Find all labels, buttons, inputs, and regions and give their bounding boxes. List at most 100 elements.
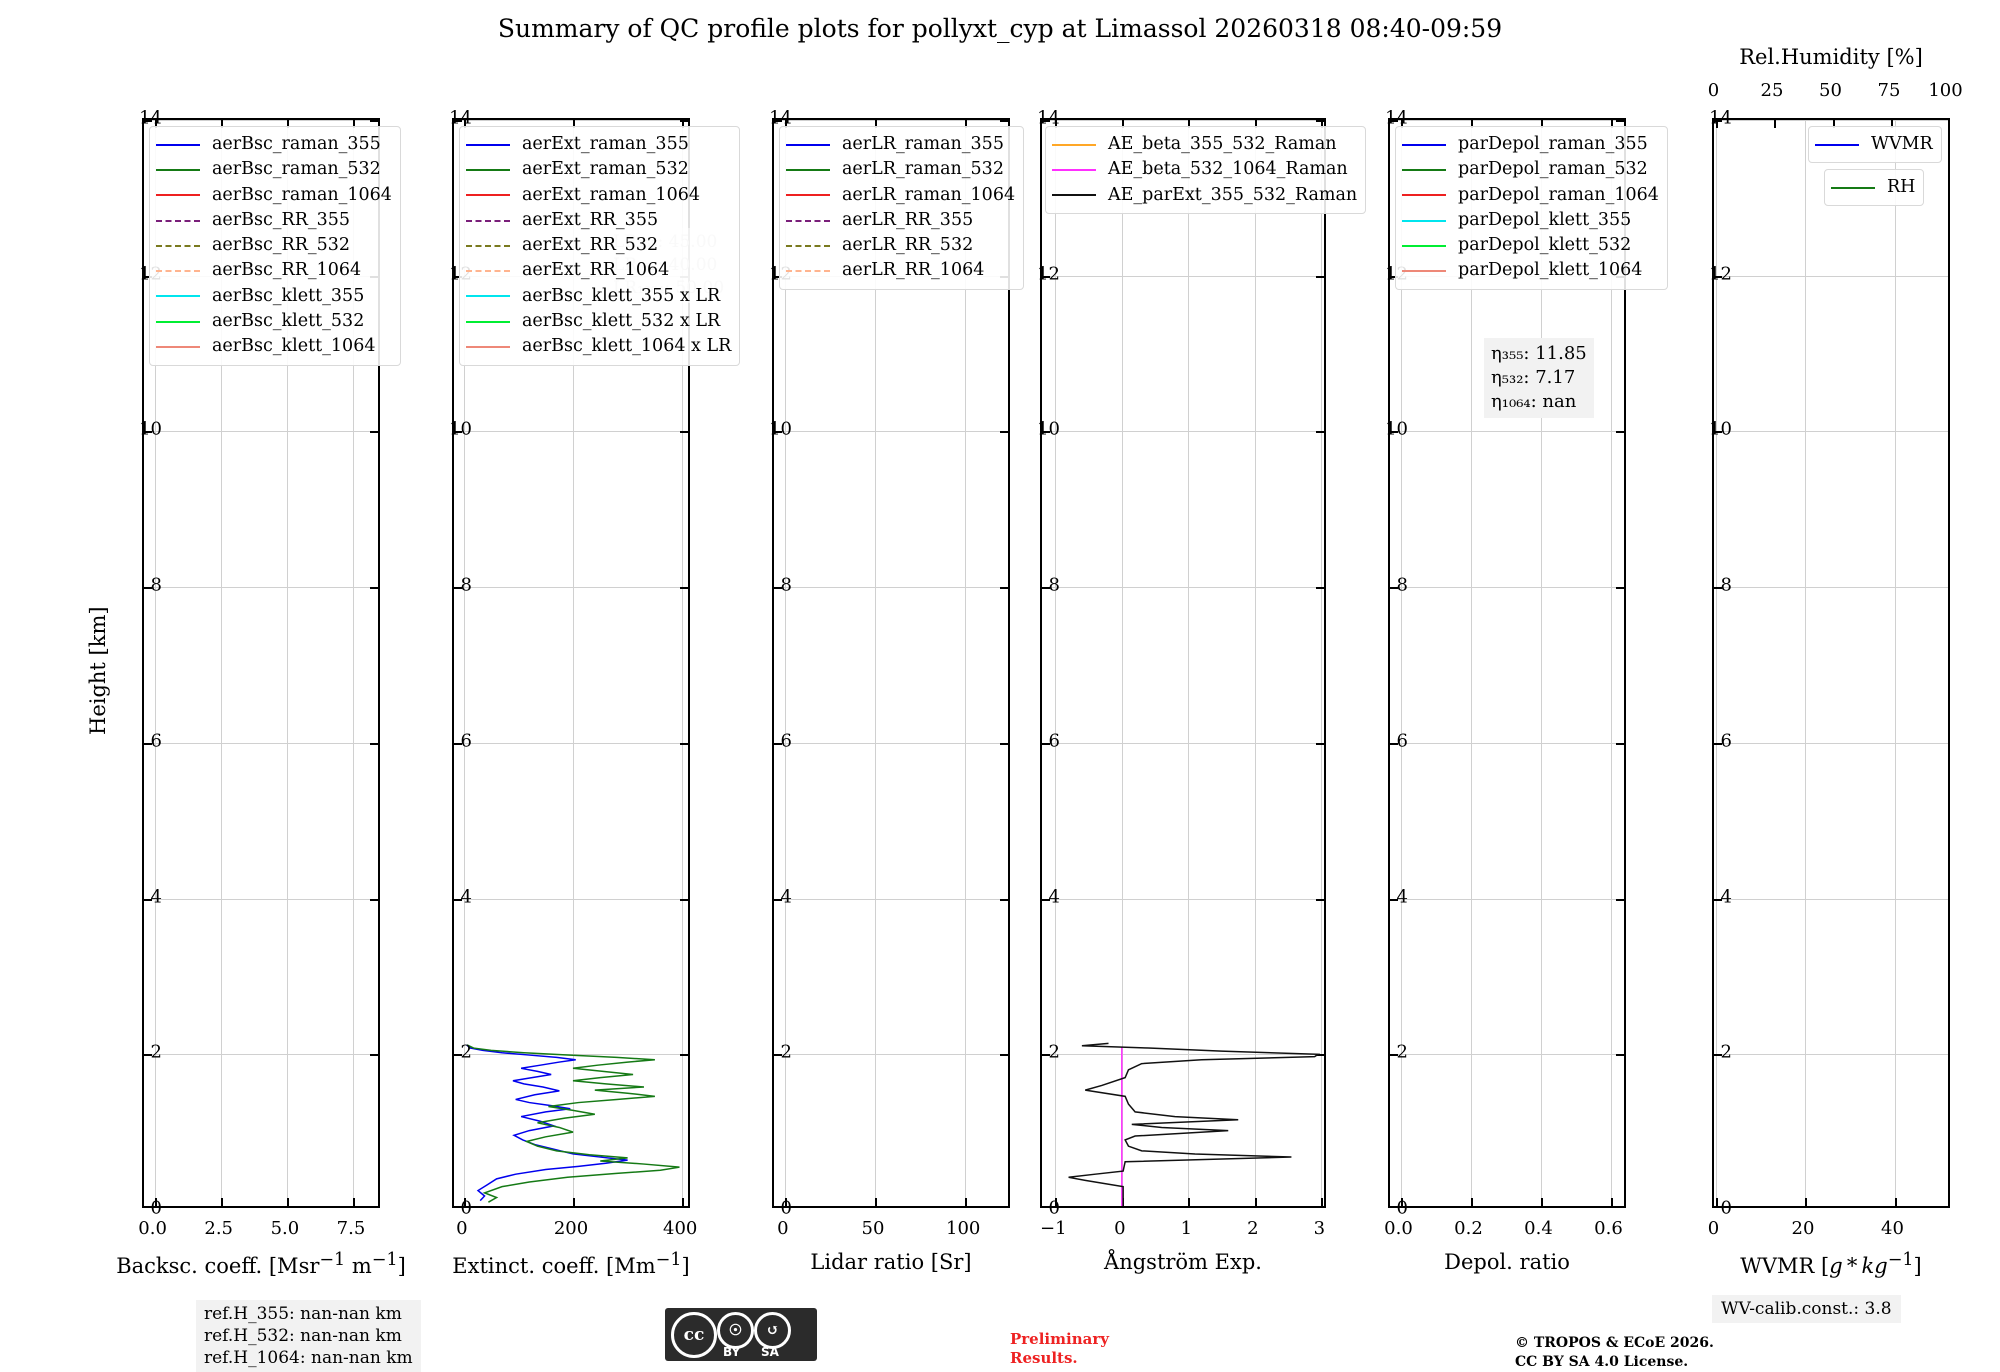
legend-line-swatch [156, 270, 200, 273]
top-axis-label-rh: Rel.Humidity [%] [1739, 45, 1923, 69]
legend-rh: RH [1824, 169, 1925, 207]
legend-backscatter-item[interactable]: aerBsc_klett_1064 [156, 334, 392, 359]
legend-item-label: AE_beta_355_532_Raman [1108, 134, 1337, 154]
plot-area-angstrom[interactable] [1040, 118, 1326, 1208]
y-tick-dp-10: 10 [1385, 418, 1408, 440]
legend-extinction-item[interactable]: aerExt_raman_355 [466, 132, 731, 157]
legend-line-swatch [786, 194, 830, 197]
legend-item-label: aerExt_raman_355 [522, 134, 689, 154]
x-axis-label-lidar-ratio: Lidar ratio [Sr] [810, 1250, 972, 1274]
legend-lidar-ratio-item[interactable]: aerLR_RR_532 [786, 233, 1015, 258]
plot-area-lidar-ratio[interactable] [772, 118, 1010, 1208]
x-tick-bsc-0: 0.0 [138, 1218, 167, 1239]
y-tick-lr-14: 14 [769, 107, 792, 129]
legend-extinction-item[interactable]: aerExt_raman_532 [466, 157, 731, 182]
cc-sa-label: SA [761, 1345, 779, 1359]
rh-tick-50: 50 [1819, 80, 1842, 101]
legend-item-label: aerBsc_RR_355 [212, 209, 351, 230]
legend-item-label: aerBsc_klett_355 x LR [522, 285, 721, 306]
y-tick-lr-6: 6 [780, 730, 792, 752]
cc-by-icon: ☉ [717, 1312, 754, 1349]
legend-item-label: aerLR_RR_355 [842, 209, 974, 230]
data-curves-extinction [466, 1044, 680, 1203]
legend-backscatter-item[interactable]: aerBsc_raman_532 [156, 157, 392, 182]
legend-line-swatch [1052, 168, 1096, 171]
x-axis-label-depol-ratio: Depol. ratio [1444, 1250, 1570, 1274]
x-tick-wv-0: 0 [1707, 1218, 1720, 1239]
preliminary-line-2: Results. [1010, 1349, 1078, 1367]
legend-backscatter-item[interactable]: aerBsc_RR_355 [156, 208, 392, 233]
legend-angstrom-item[interactable]: AE_beta_355_532_Raman [1052, 132, 1357, 157]
y-tick-4: 4 [150, 886, 162, 908]
legend-backscatter-item[interactable]: aerBsc_klett_532 [156, 309, 392, 334]
y-tick-ext-0: 0 [460, 1197, 472, 1219]
y-tick-lr-2: 2 [780, 1041, 792, 1063]
legend-backscatter-item[interactable]: aerBsc_raman_355 [156, 132, 392, 157]
x-tick-ext-0: 0 [456, 1218, 468, 1239]
legend-depol-item[interactable]: parDepol_raman_355 [1402, 132, 1659, 157]
copyright-line-2: CC BY SA 4.0 License. [1515, 1354, 1689, 1370]
legend-extinction-item[interactable]: aerBsc_klett_1064 x LR [466, 334, 731, 359]
legend-backscatter-item[interactable]: aerBsc_klett_355 [156, 284, 392, 309]
legend-extinction-item[interactable]: aerExt_RR_532 [466, 233, 731, 258]
legend-backscatter-item[interactable]: aerBsc_RR_1064 [156, 258, 392, 283]
y-tick-ae-6: 6 [1048, 730, 1060, 752]
legend-line-swatch [156, 194, 200, 197]
legend-extinction-item[interactable]: aerExt_RR_1064 [466, 258, 731, 283]
y-tick-wv-0: 0 [1720, 1197, 1732, 1219]
cc-sa-icon: ↺ [754, 1312, 791, 1349]
legend-lidar-ratio-item[interactable]: aerLR_RR_355 [786, 208, 1015, 233]
x-tick-dp-3: 0.6 [1594, 1218, 1623, 1239]
legend-depol-item[interactable]: parDepol_klett_532 [1402, 233, 1659, 258]
legend-item-label: parDepol_klett_532 [1458, 235, 1632, 256]
data-series-AE_parExt_355_532_Raman [1068, 1042, 1321, 1206]
legend-line-swatch [156, 219, 200, 222]
legend-line-swatch [156, 295, 200, 298]
legend-item-label: aerBsc_klett_1064 [212, 336, 376, 357]
x-tick-ae-2: 1 [1180, 1218, 1193, 1239]
x-tick-bsc-1: 2.5 [204, 1218, 234, 1239]
legend-lidar-ratio-item[interactable]: aerLR_raman_1064 [786, 183, 1015, 208]
legend-lidar-ratio-item[interactable]: aerLR_raman_532 [786, 157, 1015, 182]
x-tick-ext-2: 400 [663, 1218, 698, 1239]
x-tick-bsc-3: 7.5 [336, 1218, 366, 1239]
legend-backscatter: aerBsc_raman_355 aerBsc_raman_532 aerBsc_r… [149, 126, 401, 366]
legend-line-swatch [1402, 168, 1446, 171]
legend-line-swatch [466, 219, 510, 222]
legend-line-swatch [786, 270, 830, 273]
legend-depol-item[interactable]: parDepol_klett_1064 [1402, 258, 1659, 283]
legend-backscatter-item[interactable]: aerBsc_RR_532 [156, 233, 392, 258]
cc-by-label: BY [723, 1345, 741, 1359]
legend-item-label: WVMR [1871, 134, 1933, 154]
y-tick-ext-2: 2 [460, 1041, 472, 1063]
wv-calibration-constant: WV-calib.const.: 3.8 [1712, 1295, 1901, 1323]
plot-area-wvmr[interactable] [1712, 118, 1950, 1208]
ref-h-355: ref.H_355: nan-nan km [204, 1304, 402, 1324]
legend-extinction-item[interactable]: aerExt_raman_1064 [466, 183, 731, 208]
legend-lidar-ratio-item[interactable]: aerLR_RR_1064 [786, 258, 1015, 283]
legend-line-swatch [1052, 194, 1096, 197]
legend-extinction-item[interactable]: aerExt_RR_355 [466, 208, 731, 233]
legend-item-label: aerBsc_raman_532 [212, 159, 381, 180]
legend-wvmr-item[interactable]: WVMR [1815, 132, 1933, 157]
y-tick-6: 6 [150, 730, 162, 752]
legend-depol-item[interactable]: parDepol_klett_355 [1402, 208, 1659, 233]
legend-item-label: parDepol_klett_355 [1458, 209, 1632, 230]
legend-extinction-item[interactable]: aerBsc_klett_355 x LR [466, 284, 731, 309]
y-tick-ae-2: 2 [1048, 1041, 1060, 1063]
legend-depol-item[interactable]: parDepol_raman_532 [1402, 157, 1659, 182]
eta-355-value: η₃₅₅: 11.85 [1491, 343, 1587, 364]
x-axis-label-angstrom: Ångström Exp. [1104, 1250, 1262, 1274]
legend-lidar-ratio-item[interactable]: aerLR_raman_355 [786, 132, 1015, 157]
x-tick-ext-1: 200 [553, 1218, 589, 1239]
legend-backscatter-item[interactable]: aerBsc_raman_1064 [156, 183, 392, 208]
legend-item-label: aerLR_raman_1064 [842, 184, 1016, 205]
legend-item-label: aerExt_raman_1064 [522, 184, 700, 205]
legend-extinction-item[interactable]: aerBsc_klett_532 x LR [466, 309, 731, 334]
legend-depol-item[interactable]: parDepol_raman_1064 [1402, 183, 1659, 208]
legend-angstrom-item[interactable]: AE_beta_532_1064_Raman [1052, 157, 1357, 182]
legend-rh-item[interactable]: RH [1831, 175, 1915, 200]
creative-commons-badge[interactable]: cc ☉ ↺ BY SA [665, 1308, 817, 1361]
eta-532-value: η₅₃₂: 7.17 [1491, 367, 1576, 388]
legend-angstrom-item[interactable]: AE_parExt_355_532_Raman [1052, 183, 1357, 208]
